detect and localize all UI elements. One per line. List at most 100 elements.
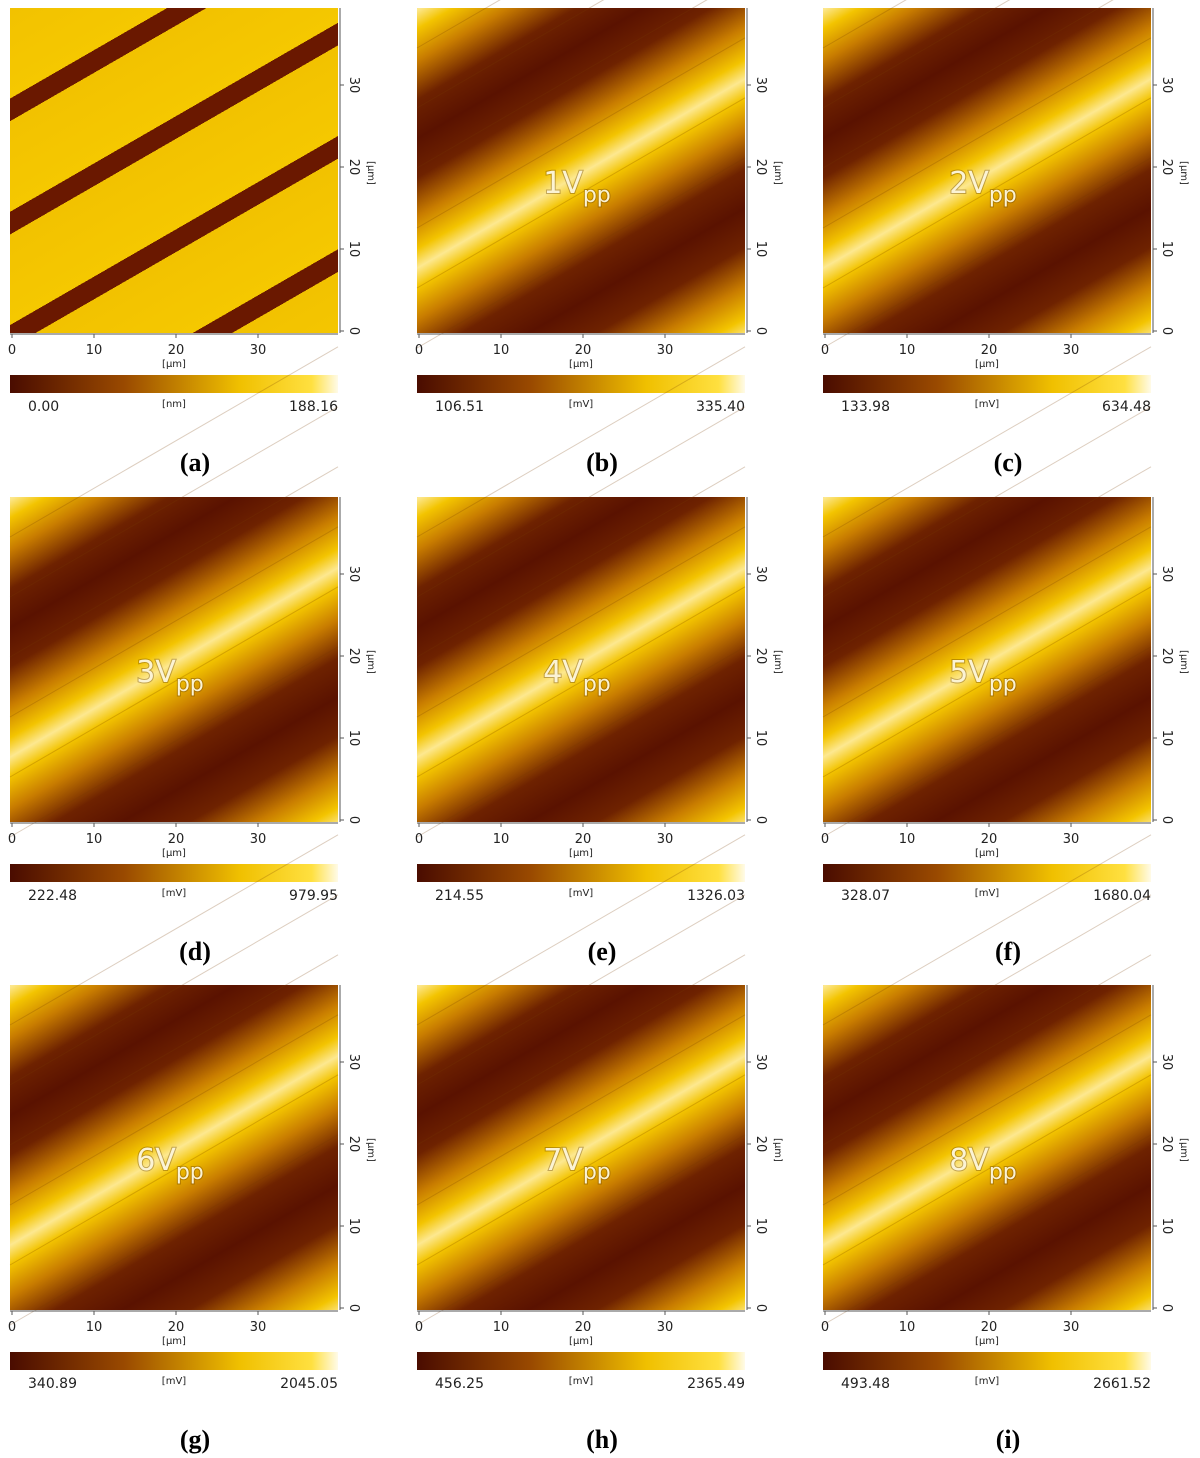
x-tick-label: 0 [415, 832, 423, 847]
panel-label: (f) [995, 937, 1021, 966]
colorbar-max: 979.95 [289, 888, 338, 904]
x-tick-label: 20 [168, 832, 185, 847]
panel: 3Vpp00101020203030[µm][µm]222.48[mV]979.… [8, 347, 376, 966]
panel-label: (e) [588, 937, 617, 966]
colorbar-unit: [mV] [569, 399, 593, 410]
y-tick-label: 30 [346, 77, 361, 94]
colorbar-unit: [mV] [975, 1376, 999, 1387]
x-tick-label: 10 [86, 832, 103, 847]
y-tick-label: 10 [1159, 241, 1174, 258]
x-tick-label: 20 [981, 343, 998, 358]
voltage-value: 3V [136, 655, 176, 690]
colorbar [10, 1352, 338, 1370]
panel-label: (h) [586, 1425, 618, 1454]
y-tick-label: 0 [346, 816, 361, 824]
colorbar-unit: [mV] [569, 888, 593, 899]
y-tick-label: 10 [753, 730, 768, 747]
colorbar [417, 375, 745, 393]
panel-label: (b) [586, 448, 618, 477]
y-tick-label: 30 [753, 77, 768, 94]
y-tick-label: 10 [1159, 1218, 1174, 1235]
colorbar-max: 2045.05 [280, 1376, 338, 1392]
panel: 4Vpp00101020203030[µm][µm]214.55[mV]1326… [415, 347, 783, 966]
colorbar-min: 222.48 [28, 888, 77, 904]
x-tick-label: 0 [821, 343, 829, 358]
x-tick-label: 30 [657, 343, 674, 358]
x-axis-unit: [µm] [162, 848, 186, 859]
y-tick-label: 20 [753, 159, 768, 176]
colorbar-unit: [mV] [162, 888, 186, 899]
panel: 00101020203030[µm][µm]0.00[nm]188.16(a) [8, 8, 376, 477]
x-tick-label: 0 [8, 832, 16, 847]
panel-label: (g) [180, 1425, 210, 1454]
x-tick-label: 20 [981, 1320, 998, 1335]
y-tick-label: 10 [346, 1218, 361, 1235]
y-tick-label: 30 [1159, 1054, 1174, 1071]
y-tick-label: 20 [346, 1136, 361, 1153]
y-axis-unit: [µm] [772, 161, 783, 185]
y-tick-label: 10 [346, 241, 361, 258]
y-tick-label: 10 [753, 1218, 768, 1235]
y-tick-label: 20 [753, 1136, 768, 1153]
y-tick-label: 0 [1159, 327, 1174, 335]
voltage-value: 1V [543, 166, 583, 201]
x-tick-label: 30 [657, 1320, 674, 1335]
colorbar [10, 864, 338, 882]
colorbar-min: 340.89 [28, 1376, 77, 1392]
panel-label: (c) [994, 448, 1023, 477]
colorbar-max: 188.16 [289, 399, 338, 415]
voltage-value: 6V [136, 1143, 176, 1178]
colorbar [417, 864, 745, 882]
colorbar-unit: [mV] [162, 1376, 186, 1387]
y-tick-label: 30 [753, 1054, 768, 1071]
voltage-subscript: pp [989, 183, 1017, 208]
voltage-subscript: pp [583, 672, 611, 697]
colorbar [823, 1352, 1151, 1370]
x-tick-label: 0 [415, 343, 423, 358]
voltage-value: 7V [543, 1143, 583, 1178]
panel: 7Vpp00101020203030[µm][µm]456.25[mV]2365… [415, 835, 783, 1454]
colorbar-unit: [mV] [975, 888, 999, 899]
y-tick-label: 10 [346, 730, 361, 747]
colorbar-max: 335.40 [696, 399, 745, 415]
x-axis-unit: [µm] [975, 848, 999, 859]
y-axis-unit: [µm] [365, 161, 376, 185]
colorbar-min: 328.07 [841, 888, 890, 904]
voltage-value: 5V [949, 655, 989, 690]
colorbar-max: 1680.04 [1093, 888, 1151, 904]
colorbar-max: 2365.49 [687, 1376, 745, 1392]
colorbar [417, 1352, 745, 1370]
x-tick-label: 20 [575, 832, 592, 847]
y-tick-label: 30 [1159, 77, 1174, 94]
colorbar-min: 456.25 [435, 1376, 484, 1392]
colorbar-unit: [mV] [569, 1376, 593, 1387]
x-tick-label: 20 [575, 1320, 592, 1335]
x-tick-label: 30 [657, 832, 674, 847]
y-tick-label: 10 [1159, 730, 1174, 747]
y-tick-label: 10 [753, 241, 768, 258]
colorbar-max: 2661.52 [1093, 1376, 1151, 1392]
y-tick-label: 20 [1159, 648, 1174, 665]
x-tick-label: 30 [250, 1320, 267, 1335]
y-axis-unit: [µm] [365, 1138, 376, 1162]
panel: 1Vpp00101020203030[µm][µm]106.51[mV]335.… [415, 0, 783, 477]
afm-image [10, 8, 338, 333]
panel-label: (i) [996, 1425, 1021, 1454]
colorbar-min: 0.00 [28, 399, 59, 415]
colorbar-unit: [mV] [975, 399, 999, 410]
x-axis-unit: [µm] [975, 359, 999, 370]
x-tick-label: 30 [1063, 343, 1080, 358]
voltage-value: 8V [949, 1143, 989, 1178]
colorbar-unit: [nm] [162, 399, 186, 410]
y-tick-label: 0 [753, 327, 768, 335]
colorbar-min: 214.55 [435, 888, 484, 904]
colorbar [823, 375, 1151, 393]
x-axis-unit: [µm] [162, 1336, 186, 1347]
y-tick-label: 0 [753, 1304, 768, 1312]
x-tick-label: 10 [899, 1320, 916, 1335]
x-tick-label: 20 [168, 343, 185, 358]
y-tick-label: 20 [1159, 1136, 1174, 1153]
voltage-subscript: pp [176, 672, 204, 697]
colorbar [823, 864, 1151, 882]
y-tick-label: 30 [1159, 566, 1174, 583]
